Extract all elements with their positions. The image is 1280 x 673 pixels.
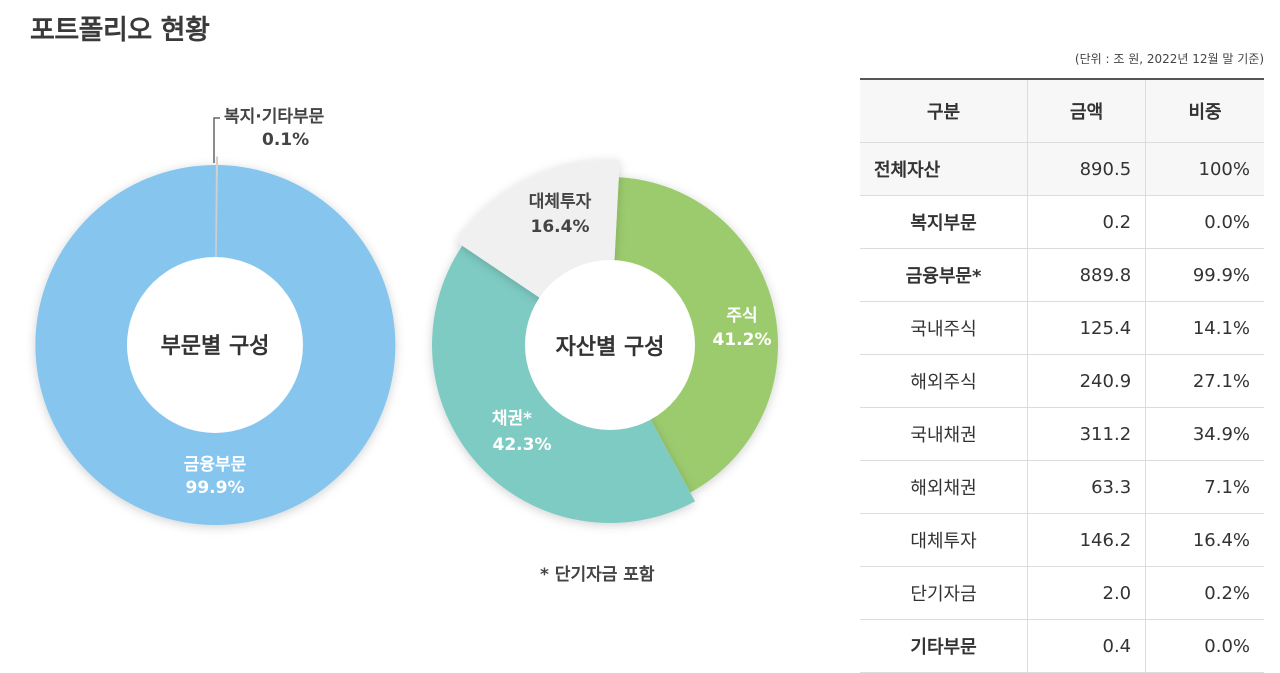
portfolio-table: 구분 금액 비중 전체자산 890.5 100% 복지부문 0.2 0.0% 금… xyxy=(860,78,1264,673)
table-row: 단기자금 2.0 0.2% xyxy=(860,566,1264,620)
row-category: 대체투자 xyxy=(860,513,1028,567)
slice-label-welfare-other: 복지·기타부문 xyxy=(224,107,325,127)
sector-donut-hole xyxy=(127,257,303,433)
row-amount: 125.4 xyxy=(1027,301,1146,355)
row-share: 99.9% xyxy=(1145,248,1264,302)
row-category: 해외주식 xyxy=(860,354,1028,408)
footnote: * 단기자금 포함 xyxy=(540,565,655,585)
table-row: 기타부문 0.4 0.0% xyxy=(860,619,1264,673)
row-amount: 0.4 xyxy=(1027,619,1146,673)
slice-value-alternatives: 16.4% xyxy=(531,217,590,237)
row-share: 7.1% xyxy=(1145,460,1264,514)
row-category: 기타부문 xyxy=(860,619,1028,673)
callout-leader-line xyxy=(213,117,220,163)
table-row: 대체투자 146.2 16.4% xyxy=(860,513,1264,567)
row-amount: 146.2 xyxy=(1027,513,1146,567)
row-share: 34.9% xyxy=(1145,407,1264,461)
row-category: 복지부문 xyxy=(860,195,1028,249)
slice-value-financial: 99.9% xyxy=(186,478,245,498)
table-row: 국내채권 311.2 34.9% xyxy=(860,407,1264,461)
row-share: 0.2% xyxy=(1145,566,1264,620)
donut-charts: 부문별 구성 금융부문 99.9% 복지·기타부문 0.1% 자산별 구성 주식… xyxy=(35,107,779,526)
row-share: 27.1% xyxy=(1145,354,1264,408)
table-row: 전체자산 890.5 100% xyxy=(860,142,1264,196)
row-amount: 0.2 xyxy=(1027,195,1146,249)
slice-label-alternatives: 대체투자 xyxy=(529,192,592,212)
sector-donut: 부문별 구성 금융부문 99.9% 복지·기타부문 0.1% xyxy=(35,107,396,526)
unit-note: (단위 : 조 원, 2022년 12월 말 기준) xyxy=(1074,52,1264,66)
row-share: 16.4% xyxy=(1145,513,1264,567)
row-share: 0.0% xyxy=(1145,619,1264,673)
row-category: 금융부문* xyxy=(860,248,1028,302)
asset-donut: 자산별 구성 주식 41.2% 채권* 42.3% 대체투자 16.4% xyxy=(432,159,779,523)
table-row: 금융부문* 889.8 99.9% xyxy=(860,248,1264,302)
row-share: 0.0% xyxy=(1145,195,1264,249)
row-amount: 240.9 xyxy=(1027,354,1146,408)
table-row: 국내주식 125.4 14.1% xyxy=(860,301,1264,355)
asset-donut-hole xyxy=(525,260,695,430)
table-row: 해외채권 63.3 7.1% xyxy=(860,460,1264,514)
table-row: 해외주식 240.9 27.1% xyxy=(860,354,1264,408)
slice-label-bonds: 채권* xyxy=(492,409,532,429)
row-share: 14.1% xyxy=(1145,301,1264,355)
row-share: 100% xyxy=(1145,142,1264,196)
slice-value-equities: 41.2% xyxy=(713,330,772,350)
row-category: 국내채권 xyxy=(860,407,1028,461)
row-amount: 2.0 xyxy=(1027,566,1146,620)
row-amount: 311.2 xyxy=(1027,407,1146,461)
page-title: 포트폴리오 현황 xyxy=(30,15,210,46)
asset-donut-title: 자산별 구성 xyxy=(556,335,665,360)
row-category: 전체자산 xyxy=(860,142,1028,196)
slice-label-equities: 주식 xyxy=(726,306,757,326)
header-amount: 금액 xyxy=(1027,78,1146,143)
row-category: 해외채권 xyxy=(860,460,1028,514)
header-category: 구분 xyxy=(860,78,1028,143)
table-row: 복지부문 0.2 0.0% xyxy=(860,195,1264,249)
row-amount: 890.5 xyxy=(1027,142,1146,196)
slice-value-welfare-other: 0.1% xyxy=(262,130,309,150)
header-share: 비중 xyxy=(1145,78,1264,143)
row-category: 단기자금 xyxy=(860,566,1028,620)
row-category: 국내주식 xyxy=(860,301,1028,355)
slice-label-financial: 금융부문 xyxy=(184,455,247,475)
row-amount: 889.8 xyxy=(1027,248,1146,302)
table-header-row: 구분 금액 비중 xyxy=(860,78,1264,143)
row-amount: 63.3 xyxy=(1027,460,1146,514)
sector-donut-title: 부문별 구성 xyxy=(161,334,270,359)
slice-value-bonds: 42.3% xyxy=(493,435,552,455)
